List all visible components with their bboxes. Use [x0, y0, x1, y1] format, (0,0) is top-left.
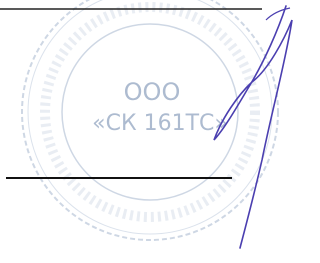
stamp-line1: ООО [124, 78, 181, 106]
stamp-scan: ООО «СК 161ТС» [0, 0, 300, 263]
stamp-line2: «СК 161ТС» [92, 111, 228, 136]
page: {"stamp": {"line1": "ООО", "line2": "«СК… [0, 0, 300, 263]
